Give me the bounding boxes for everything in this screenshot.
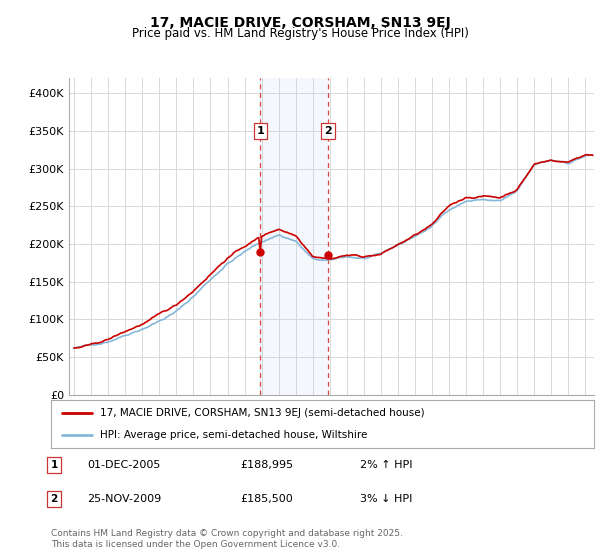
Text: 17, MACIE DRIVE, CORSHAM, SN13 9EJ: 17, MACIE DRIVE, CORSHAM, SN13 9EJ (149, 16, 451, 30)
Text: HPI: Average price, semi-detached house, Wiltshire: HPI: Average price, semi-detached house,… (100, 430, 367, 440)
Text: 2% ↑ HPI: 2% ↑ HPI (360, 460, 413, 470)
Bar (260, 78, 328, 395)
Text: 2: 2 (50, 494, 58, 504)
Text: £188,995: £188,995 (240, 460, 293, 470)
Text: 2: 2 (324, 126, 332, 136)
Text: 3% ↓ HPI: 3% ↓ HPI (360, 494, 412, 504)
Text: 25-NOV-2009: 25-NOV-2009 (87, 494, 161, 504)
Text: 1: 1 (50, 460, 58, 470)
Text: 01-DEC-2005: 01-DEC-2005 (87, 460, 160, 470)
Text: Price paid vs. HM Land Registry's House Price Index (HPI): Price paid vs. HM Land Registry's House … (131, 27, 469, 40)
Text: Contains HM Land Registry data © Crown copyright and database right 2025.
This d: Contains HM Land Registry data © Crown c… (51, 529, 403, 549)
Text: £185,500: £185,500 (240, 494, 293, 504)
Text: 1: 1 (256, 126, 264, 136)
Text: 17, MACIE DRIVE, CORSHAM, SN13 9EJ (semi-detached house): 17, MACIE DRIVE, CORSHAM, SN13 9EJ (semi… (100, 408, 424, 418)
